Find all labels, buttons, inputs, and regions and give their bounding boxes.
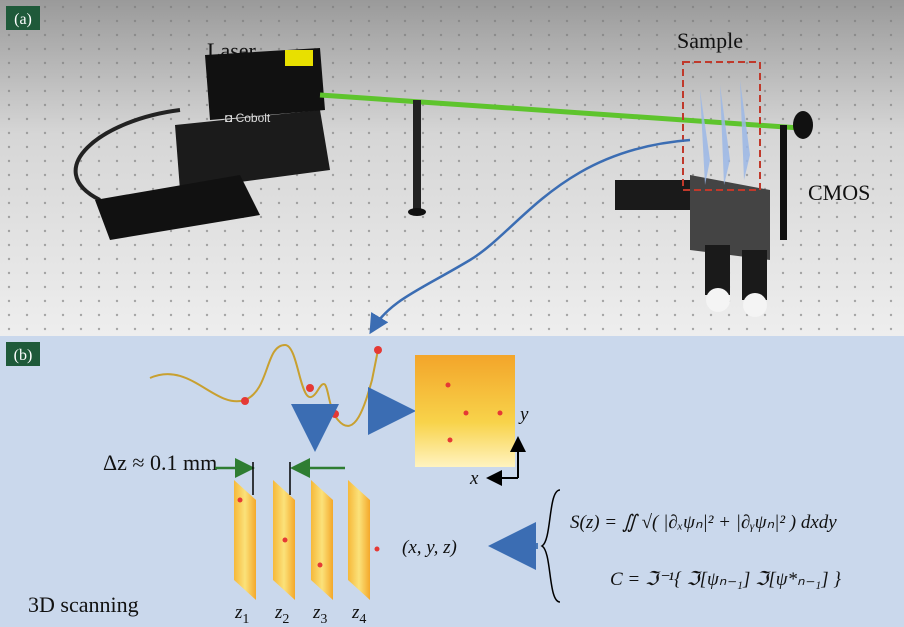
caption: 3D scanning <box>28 592 139 617</box>
sample-label: Sample <box>677 28 743 53</box>
lens-post <box>413 100 421 210</box>
micrometer <box>705 245 730 295</box>
cmos-label: CMOS <box>808 180 870 205</box>
micrometer <box>742 250 767 300</box>
cmos-sensor <box>793 111 813 139</box>
axis-y: y <box>518 404 529 425</box>
logo: ◘ Cobolt <box>225 111 271 125</box>
knob <box>743 293 767 317</box>
panel-label: (b) <box>14 347 33 364</box>
figure: (a) ◘ Cobolt Laser Sample CMOS (b) <box>0 0 904 627</box>
axis-x: x <box>469 468 479 489</box>
position: (x, y, z) <box>402 537 457 558</box>
laser-label: Laser <box>207 38 257 63</box>
laser-aperture <box>285 50 313 66</box>
panel-label: (a) <box>14 11 32 28</box>
panel-b: (b) y x Δz ≈ 0.1 mm z1 z2 z3 z4 3D scan <box>0 336 904 627</box>
post-base <box>408 208 426 216</box>
equation: C = ℑ⁻¹{ ℑ[ψₙ₋₁] ℑ[ψ*ₙ₋₁] } <box>610 569 841 590</box>
cmos-post <box>780 125 787 240</box>
panel-a: (a) ◘ Cobolt Laser Sample CMOS <box>0 0 904 336</box>
table-holes <box>0 0 904 336</box>
camera-side <box>615 180 690 210</box>
knob <box>706 288 730 312</box>
equation: S(z) = ∬ √( |∂ₓψₙ|² + |∂ᵧψₙ|² ) dxdy <box>570 512 837 533</box>
delta-z: Δz ≈ 0.1 mm <box>103 450 217 475</box>
